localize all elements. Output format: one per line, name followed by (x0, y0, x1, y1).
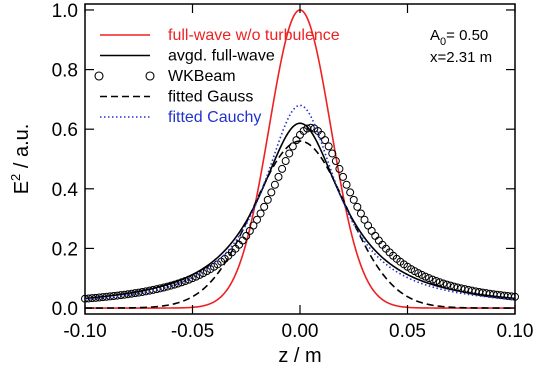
x-axis-label: z / m (278, 345, 321, 367)
curves-layer (81, 9, 519, 309)
data-point (245, 226, 254, 235)
data-point (446, 281, 455, 290)
data-point (285, 149, 294, 158)
data-point (374, 236, 383, 245)
data-point (256, 209, 265, 218)
annotation-a0: A0= 0.50 (430, 27, 488, 48)
data-point (163, 282, 172, 291)
x-tick-label: 0.10 (497, 321, 534, 342)
x-tick-label: 0.00 (282, 321, 319, 342)
data-point (432, 276, 441, 285)
series-line-fitted-cauchy (84, 104, 516, 301)
data-point (331, 157, 340, 166)
y-tick-label: 0.2 (52, 239, 78, 260)
data-point (417, 270, 426, 279)
series-line-fitted-gauss (85, 140, 515, 309)
data-point (371, 231, 380, 240)
legend-label-fitted-cauchy: fitted Cauchy (168, 109, 261, 126)
ticks-layer: -0.10 -0.05 0.00 0.05 0.10 0.0 0.2 0.4 0.6 0.8 1.0 (52, 1, 534, 342)
data-point (188, 274, 197, 283)
data-point (442, 280, 451, 289)
legend: full-wave w/o turbulence avgd. full-wave W… (94, 27, 340, 126)
data-point (428, 275, 437, 284)
data-point (170, 280, 179, 289)
data-point (364, 221, 373, 230)
data-point (253, 215, 261, 224)
data-point (274, 172, 283, 181)
data-point (335, 164, 344, 173)
data-point (159, 283, 168, 292)
data-point (270, 180, 279, 189)
y-tick-label: 0.6 (52, 120, 78, 141)
y-axis-label: E2 / a.u. (8, 124, 33, 195)
legend-marker-wkbeam (145, 71, 155, 81)
data-point (346, 188, 355, 197)
data-point (292, 136, 301, 145)
data-point (192, 272, 201, 281)
legend-label-wkbeam: WKBeam (168, 68, 236, 85)
y-tick-label: 1.0 (52, 1, 78, 22)
data-point (342, 180, 351, 189)
data-point (249, 221, 258, 230)
data-point (306, 123, 315, 132)
series-line-avgd-full-wave (84, 122, 516, 300)
data-point (184, 275, 193, 284)
data-point (167, 281, 175, 290)
y-axis-label-sup: 2 (8, 174, 23, 181)
data-point (263, 195, 272, 204)
data-point (339, 172, 347, 181)
legend-label-fitted-gauss: fitted Gauss (168, 89, 253, 106)
data-point (321, 136, 330, 145)
legend-marker-wkbeam (94, 71, 104, 81)
data-point (152, 285, 161, 294)
data-point (260, 202, 269, 211)
data-point (453, 283, 462, 292)
data-point (328, 149, 337, 158)
data-point (356, 209, 365, 218)
data-point (177, 278, 186, 287)
data-point (511, 292, 519, 301)
y-tick-label: 0.0 (52, 299, 78, 320)
plot-area: -0.10 -0.05 0.00 0.05 0.10 0.0 0.2 0.4 0.6 0.8 1.0 (52, 1, 534, 342)
data-point (267, 188, 276, 197)
data-point (353, 202, 362, 211)
y-tick-label: 0.8 (52, 61, 78, 82)
data-point (360, 215, 369, 224)
data-point (435, 278, 444, 287)
legend-label-full-wave-w-o-turbulence: full-wave w/o turbulence (168, 27, 340, 44)
annotation: A0= 0.50 x=2.31 m (430, 27, 492, 66)
y-tick-label: 0.4 (52, 180, 79, 201)
data-point (156, 284, 165, 293)
data-point (349, 195, 358, 204)
data-point (238, 236, 247, 245)
x-tick-label: -0.10 (63, 321, 106, 342)
data-point (278, 164, 287, 173)
annotation-a0-value: = 0.50 (446, 27, 488, 44)
data-point (181, 276, 190, 285)
data-point (421, 272, 430, 281)
data-point (507, 292, 516, 301)
data-point (367, 226, 376, 235)
y-axis-label-base: E (11, 181, 33, 194)
legend-label-avgd-full-wave: avgd. full-wave (168, 48, 275, 65)
x-tick-label: 0.05 (389, 321, 426, 342)
series-wkbeam (81, 123, 519, 303)
data-point (174, 279, 183, 288)
annotation-x-position: x=2.31 m (430, 49, 492, 66)
y-axis-label-rest: / a.u. (11, 124, 33, 174)
data-point (324, 142, 333, 151)
data-point (439, 279, 448, 288)
data-point (425, 274, 433, 283)
annotation-a0-sub: 0 (440, 36, 446, 48)
data-point (281, 157, 290, 166)
x-tick-label: -0.05 (171, 321, 214, 342)
data-point (450, 282, 459, 291)
annotation-a0-base: A (430, 27, 440, 44)
